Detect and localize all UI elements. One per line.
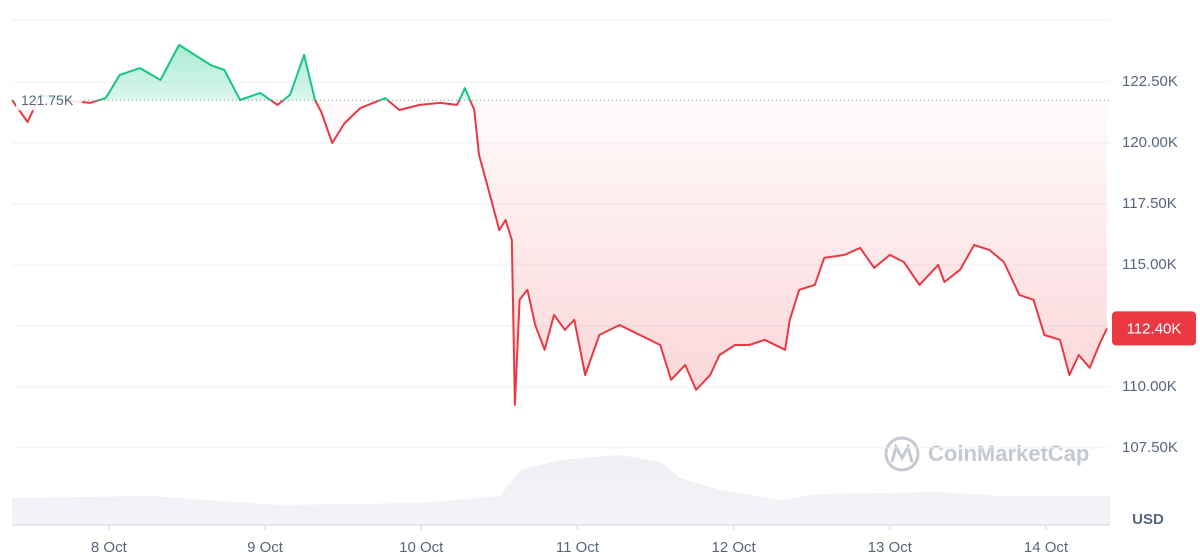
y-tick-label: 110.00K [1122,378,1177,395]
baseline-label-bg [16,90,82,111]
x-tick-label: 12 Oct [711,539,756,556]
y-tick-label: 115.00K [1122,256,1177,273]
x-tick-label: 9 Oct [247,539,284,556]
y-tick-label: 107.50K [1122,439,1178,456]
y-axis-unit: USD [1132,511,1164,528]
x-tick-label: 8 Oct [91,539,128,556]
y-tick-label: 120.00K [1122,134,1178,151]
y-tick-label: 117.50K [1122,195,1177,212]
last-price-label: 112.40K [1127,320,1182,337]
price-area [12,44,1107,406]
x-tick-label: 11 Oct [556,539,600,556]
baseline-label: 121.75K [21,92,74,108]
last-price-box [1112,311,1196,346]
watermark-text: CoinMarketCap [928,441,1089,466]
x-tick-label: 10 Oct [399,539,444,556]
watermark: CoinMarketCap [884,436,1089,472]
x-tick-label: 13 Oct [868,539,913,556]
price-line [11,43,1108,406]
volume-area [12,455,1110,525]
y-tick-label: 122.50K [1122,73,1178,90]
x-tick-label: 14 Oct [1024,539,1069,556]
